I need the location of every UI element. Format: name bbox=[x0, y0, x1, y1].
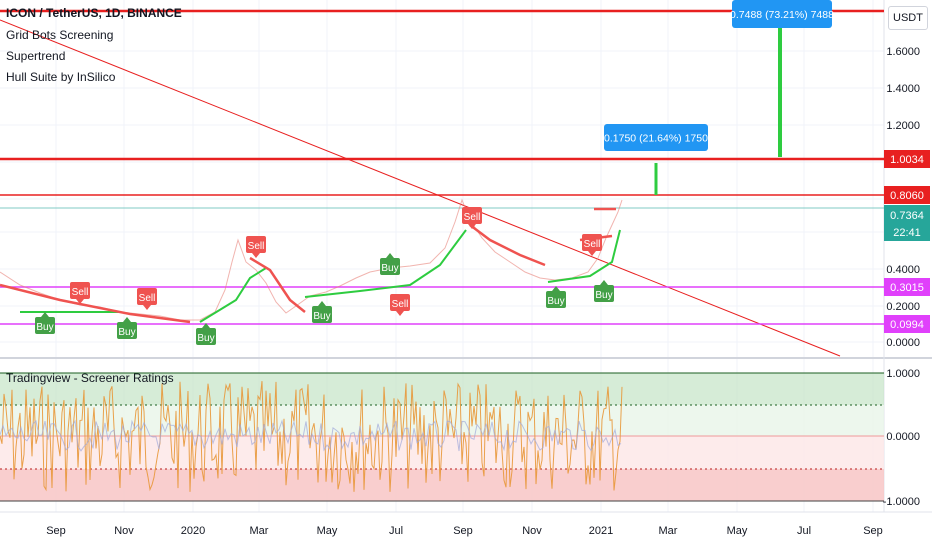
signal-sell-label: Sell bbox=[72, 287, 89, 298]
signal-arrow bbox=[468, 224, 476, 229]
signal-buy-bg bbox=[117, 322, 137, 339]
grid bbox=[0, 0, 884, 512]
current-price-badge-bg bbox=[884, 205, 930, 241]
price-tick-label: 1.4000 bbox=[886, 83, 920, 95]
signal-sell-label: Sell bbox=[584, 239, 601, 250]
level-badge-label: 0.8060 bbox=[890, 190, 924, 202]
signal-arrow bbox=[318, 301, 326, 306]
level-badge-label: 0.3015 bbox=[890, 282, 924, 294]
signal-buy-bg bbox=[196, 328, 216, 345]
time-tick-label: Nov bbox=[114, 525, 134, 537]
level-badge-bg bbox=[884, 150, 930, 168]
osc-tick-label: 0.0000 bbox=[886, 431, 920, 443]
price-tick-label: 0.2000 bbox=[886, 301, 920, 313]
signal-buy-label: Buy bbox=[313, 311, 330, 322]
signal-sell-label: Sell bbox=[248, 241, 265, 252]
supertrend-up bbox=[304, 229, 467, 298]
price-tick-label: 1.6000 bbox=[886, 46, 920, 58]
signal-arrow bbox=[143, 305, 151, 310]
measure-label-bg-1 bbox=[604, 124, 708, 151]
level-badge-label: 1.0034 bbox=[890, 154, 924, 166]
signal-buy-label: Buy bbox=[381, 263, 398, 274]
signal-buy-label: Buy bbox=[36, 322, 53, 333]
level-badge-bg bbox=[884, 186, 930, 204]
signal-arrow bbox=[123, 317, 131, 322]
signal-buy-label: Buy bbox=[595, 290, 612, 301]
signal-buy-bg bbox=[312, 306, 332, 323]
time-tick-label: Sep bbox=[46, 525, 66, 537]
measure-label-0: 0.7488 (73.21%) 7488 bbox=[730, 9, 834, 21]
signal-arrow bbox=[202, 323, 210, 328]
price-tick-label: 0.4000 bbox=[886, 264, 920, 276]
signal-arrow bbox=[386, 253, 394, 258]
signal-arrow bbox=[41, 312, 49, 317]
signal-buy-label: Buy bbox=[118, 327, 135, 338]
signal-arrow bbox=[396, 311, 404, 316]
time-tick-label: Jul bbox=[797, 525, 811, 537]
osc-tick-label: 1.0000 bbox=[886, 368, 920, 380]
time-tick-label: May bbox=[727, 525, 748, 537]
signal-sell-bg bbox=[70, 282, 90, 299]
time-tick-label: Sep bbox=[863, 525, 883, 537]
level-badge-bg bbox=[884, 278, 930, 296]
signal-sell-label: Sell bbox=[392, 299, 409, 310]
indicator-hull-suite[interactable]: Hull Suite by InSilico bbox=[6, 70, 116, 84]
time-tick-label: Mar bbox=[250, 525, 269, 537]
signal-arrow bbox=[252, 253, 260, 258]
time-tick-label: May bbox=[317, 525, 338, 537]
price-tick-label: 1.2000 bbox=[886, 120, 920, 132]
signal-sell-bg bbox=[582, 234, 602, 251]
supertrend-down bbox=[469, 224, 546, 267]
price-tick-label: 0.0000 bbox=[886, 337, 920, 349]
indicator-supertrend[interactable]: Supertrend bbox=[6, 49, 66, 63]
currency-button[interactable]: USDT bbox=[888, 6, 928, 30]
supertrend-up bbox=[547, 229, 621, 283]
trend-line bbox=[0, 19, 841, 357]
countdown-label: 22:41 bbox=[893, 227, 921, 239]
signal-arrow bbox=[552, 286, 560, 291]
signal-sell-label: Sell bbox=[139, 293, 156, 304]
time-tick-label: Mar bbox=[659, 525, 678, 537]
indicator-grid-bots[interactable]: Grid Bots Screening bbox=[6, 28, 114, 42]
osc-lower-zone bbox=[0, 469, 884, 501]
supertrend-down bbox=[249, 256, 306, 313]
signal-arrow bbox=[76, 299, 84, 304]
osc-upper-mid-zone bbox=[0, 405, 884, 436]
supertrend-down bbox=[0, 283, 191, 324]
level-badge-bg bbox=[884, 315, 930, 333]
signal-buy-bg bbox=[35, 317, 55, 334]
time-tick-label: Nov bbox=[522, 525, 542, 537]
signal-sell-bg bbox=[246, 236, 266, 253]
price-series bbox=[0, 198, 623, 321]
time-tick-label: 2020 bbox=[181, 525, 205, 537]
signal-sell-bg bbox=[137, 288, 157, 305]
measure-label-bg-0 bbox=[732, 0, 832, 28]
signal-sell-label: Sell bbox=[464, 212, 481, 223]
signal-buy-label: Buy bbox=[197, 333, 214, 344]
osc-tick-label: -1.0000 bbox=[883, 496, 920, 508]
measure-label-1: 0.1750 (21.64%) 1750 bbox=[604, 133, 708, 145]
time-tick-label: 2021 bbox=[589, 525, 613, 537]
signal-arrow bbox=[600, 280, 608, 285]
signal-buy-bg bbox=[380, 258, 400, 275]
osc-upper-zone bbox=[0, 373, 884, 405]
signal-buy-bg bbox=[594, 285, 614, 302]
oscillator-title[interactable]: Tradingview - Screener Ratings bbox=[6, 371, 174, 385]
signal-buy-label: Buy bbox=[547, 296, 564, 307]
oscillator-signal-line bbox=[0, 419, 622, 452]
level-badge-label: 0.0994 bbox=[890, 319, 924, 331]
time-tick-label: Jul bbox=[389, 525, 403, 537]
signal-sell-bg bbox=[390, 294, 410, 311]
current-price-label: 0.7364 bbox=[890, 210, 924, 222]
symbol-title[interactable]: ICON / TetherUS, 1D, BINANCE bbox=[6, 6, 182, 20]
signal-buy-bg bbox=[546, 291, 566, 308]
signal-arrow bbox=[588, 251, 596, 256]
signal-sell-bg bbox=[462, 207, 482, 224]
time-tick-label: Sep bbox=[453, 525, 473, 537]
supertrend-up bbox=[199, 267, 267, 323]
